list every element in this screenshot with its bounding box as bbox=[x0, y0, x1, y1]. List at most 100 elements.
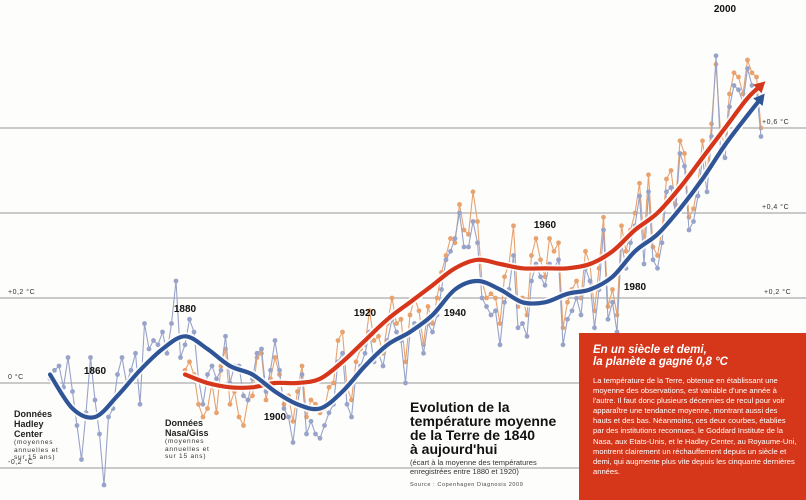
annual-point bbox=[646, 189, 651, 195]
annual-point bbox=[340, 329, 345, 335]
annual-point bbox=[196, 401, 201, 407]
annual-point bbox=[137, 401, 143, 407]
annual-point bbox=[106, 414, 111, 420]
legend-hadley: Données Hadley Center (moyennes annuelle… bbox=[14, 409, 84, 462]
annual-point bbox=[457, 202, 462, 207]
annual-point bbox=[650, 257, 656, 263]
annual-point bbox=[497, 342, 503, 348]
annual-point bbox=[308, 397, 314, 403]
annual-point bbox=[133, 350, 138, 356]
annual-point bbox=[646, 172, 651, 178]
year-label: 1960 bbox=[534, 220, 557, 231]
annual-point bbox=[101, 482, 107, 488]
annual-point bbox=[551, 248, 557, 254]
annual-point bbox=[52, 367, 57, 373]
annual-point bbox=[479, 295, 485, 301]
annual-point bbox=[655, 253, 660, 258]
annual-point bbox=[488, 312, 494, 318]
annual-point bbox=[236, 414, 242, 420]
annual-point bbox=[182, 342, 188, 348]
annual-point bbox=[592, 325, 597, 331]
annual-point bbox=[515, 325, 521, 331]
annual-point bbox=[56, 363, 62, 369]
annual-point bbox=[502, 299, 507, 305]
annual-point bbox=[713, 53, 719, 59]
annual-point bbox=[142, 321, 147, 326]
annual-point bbox=[466, 231, 471, 237]
annual-point bbox=[448, 236, 453, 241]
annual-point bbox=[466, 244, 471, 250]
annual-point bbox=[475, 219, 480, 224]
annual-point bbox=[290, 440, 296, 445]
annual-point bbox=[488, 291, 494, 297]
annual-point bbox=[97, 431, 102, 437]
annual-point bbox=[691, 219, 696, 224]
annual-point bbox=[511, 253, 516, 258]
annual-point bbox=[529, 253, 534, 258]
annual-point bbox=[200, 401, 206, 407]
annual-point bbox=[434, 295, 440, 301]
annual-point bbox=[497, 321, 503, 326]
annual-point bbox=[241, 423, 246, 428]
annual-point bbox=[254, 350, 260, 356]
annual-point bbox=[416, 308, 422, 314]
annual-point bbox=[542, 282, 548, 288]
annual-point bbox=[745, 66, 750, 71]
annual-point bbox=[664, 189, 669, 195]
year-label: 1880 bbox=[174, 304, 197, 315]
annual-point bbox=[403, 380, 408, 386]
annual-point bbox=[191, 329, 197, 335]
annual-point bbox=[286, 414, 291, 420]
annual-point bbox=[299, 372, 305, 377]
annual-point bbox=[560, 325, 566, 331]
annual-point bbox=[326, 410, 332, 416]
annual-point bbox=[218, 367, 224, 373]
annual-point bbox=[223, 333, 228, 339]
year-label: 2000 bbox=[714, 4, 737, 15]
annual-point bbox=[115, 372, 120, 377]
annual-point bbox=[290, 418, 296, 424]
y-tick-label: +0,2 °C bbox=[764, 288, 791, 296]
annual-point bbox=[272, 338, 278, 343]
annual-point bbox=[281, 406, 287, 411]
annual-point bbox=[520, 321, 525, 326]
annual-point bbox=[731, 83, 737, 88]
y-tick-label: 0 °C bbox=[8, 373, 24, 381]
annual-point bbox=[259, 346, 264, 352]
annual-point bbox=[637, 180, 642, 186]
annual-point bbox=[709, 121, 714, 127]
annual-point bbox=[178, 355, 183, 360]
annual-point bbox=[704, 189, 710, 195]
annual-point bbox=[362, 350, 368, 356]
annual-point bbox=[340, 350, 345, 356]
annual-point bbox=[349, 414, 354, 420]
annual-point bbox=[448, 248, 453, 254]
annual-point bbox=[389, 295, 395, 301]
annual-point bbox=[533, 236, 539, 241]
annual-point bbox=[524, 333, 530, 339]
annual-point bbox=[493, 308, 498, 314]
annual-point bbox=[74, 423, 80, 428]
annual-point bbox=[614, 312, 620, 318]
annual-point bbox=[668, 168, 674, 173]
y-tick-label: +0,6 °C bbox=[762, 118, 789, 126]
legend-nasa-label: Données Nasa/Giss bbox=[165, 418, 209, 438]
annual-point bbox=[475, 240, 480, 246]
annual-point bbox=[128, 367, 134, 373]
annual-point bbox=[484, 304, 489, 309]
info-panel: En un siècle et demi, la planète a gagné… bbox=[579, 333, 806, 500]
annual-point bbox=[209, 363, 215, 369]
annual-point bbox=[623, 248, 629, 254]
annual-point bbox=[173, 278, 179, 284]
annual-point bbox=[304, 431, 309, 437]
annual-point bbox=[245, 397, 251, 403]
annual-point bbox=[214, 410, 219, 416]
annual-point bbox=[200, 414, 206, 420]
annual-point bbox=[700, 138, 705, 144]
annual-point bbox=[205, 406, 210, 411]
annual-point bbox=[394, 321, 399, 326]
annual-point bbox=[565, 316, 570, 322]
annual-point bbox=[457, 210, 462, 216]
info-panel-body: La température de la Terre, obtenue en é… bbox=[593, 376, 797, 476]
